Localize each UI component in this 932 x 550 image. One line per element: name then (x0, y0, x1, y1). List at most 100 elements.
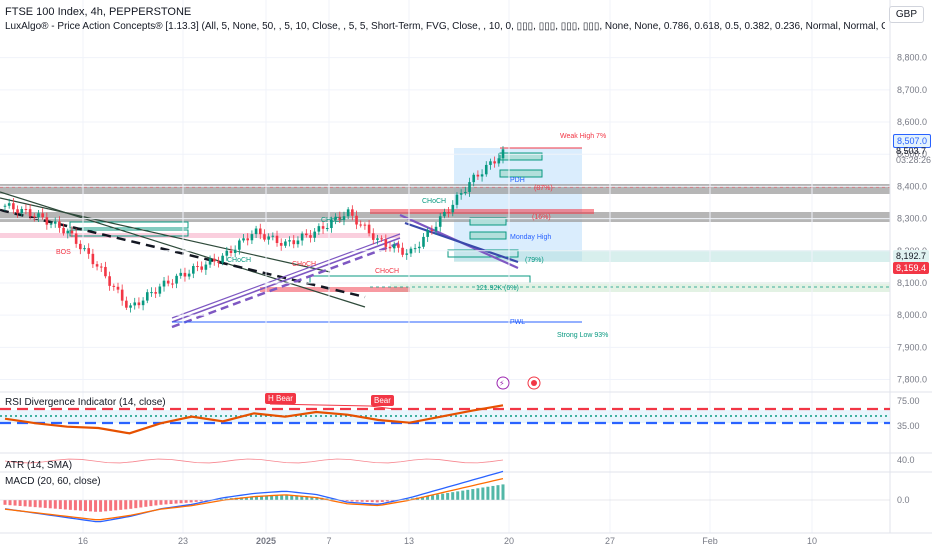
price-tag-last-high: 8,507.0 (893, 134, 932, 148)
macd-bar (270, 495, 274, 500)
rsi-tag-bear: Bear (371, 395, 394, 406)
macd-bar (461, 490, 465, 500)
macd-bar (501, 484, 505, 500)
macd-bar (295, 495, 299, 500)
candle-body (183, 272, 187, 277)
macd-bar (421, 496, 425, 500)
time-tick-label: 7 (326, 536, 331, 546)
rising-channel-3 (171, 233, 401, 319)
candle-body (221, 255, 224, 263)
macd-bar (244, 496, 248, 500)
currency-selector[interactable]: GBP (888, 6, 924, 23)
macd-bar (481, 487, 485, 500)
macd-bar (456, 491, 460, 500)
candle-body (493, 161, 496, 164)
ob-green-2 (69, 229, 189, 237)
macd-bar (68, 500, 72, 510)
candle-body (434, 226, 438, 231)
strong-low-label: Strong Low 93% (557, 332, 608, 339)
candle-body (392, 244, 396, 249)
indicator-settings[interactable]: LuxAlgo® - Price Action Concepts® [1.13.… (5, 21, 885, 32)
candle-body (371, 233, 375, 240)
candle-body (451, 204, 455, 213)
rsi-pane-label[interactable]: RSI Divergence Indicator (14, close) (5, 397, 166, 408)
candle-body (154, 292, 157, 294)
price-tick-label: 8,000.0 (897, 310, 927, 320)
ob-green-7 (469, 231, 507, 240)
supply-zone-lower (0, 212, 890, 222)
macd-bar (305, 496, 309, 500)
macd-bar (360, 500, 364, 502)
ob-green-3 (309, 275, 531, 284)
macd-bar (345, 500, 349, 502)
macd-bar (23, 500, 27, 507)
candle-body (192, 266, 195, 274)
candle-body (3, 205, 7, 207)
macd-bar (63, 500, 67, 510)
volume-label-3: (79%) (525, 257, 544, 264)
candle-body (16, 209, 19, 214)
macd-bar (124, 500, 128, 510)
candle-body (405, 253, 409, 255)
atr-pane-label[interactable]: ATR (14, SMA) (5, 460, 73, 471)
macd-bar (8, 500, 12, 506)
candle-body (83, 248, 86, 250)
candle-body (388, 246, 392, 249)
candle-body (108, 276, 111, 286)
candle-body (317, 226, 321, 232)
candle-body (24, 209, 28, 211)
candle-body (242, 238, 245, 241)
macd-bar (3, 500, 7, 505)
macd-bar (94, 500, 98, 512)
svg-text:⚡: ⚡ (499, 379, 505, 388)
candle-body (468, 182, 471, 192)
candle-body (137, 302, 141, 306)
structure-zones (0, 148, 890, 292)
macd-bar (491, 485, 495, 500)
order-block-red (0, 233, 400, 238)
indicator-icons[interactable]: ⚡ (496, 376, 541, 390)
trend-channels (0, 147, 890, 329)
macd-bar (73, 500, 77, 511)
macd-bar (169, 500, 173, 504)
macd-bar (390, 500, 394, 501)
candle-body (284, 241, 287, 246)
candle-body (166, 280, 170, 284)
candle-body (217, 261, 220, 263)
macd-bar (109, 500, 113, 511)
candle-body (238, 240, 241, 250)
macd-bar (119, 500, 123, 510)
macd-pane-label[interactable]: MACD (20, 60, close) (5, 476, 101, 487)
candle-body (74, 233, 78, 244)
indicator-tick-label: 75.00 (897, 396, 920, 406)
candle-body (497, 158, 501, 164)
candle-body (133, 302, 137, 306)
candle-body (175, 275, 178, 284)
candle-body (300, 233, 304, 241)
macd-bar (451, 492, 455, 500)
macd-bar (476, 488, 480, 500)
macd-bar (350, 500, 354, 502)
candle-body (99, 266, 103, 268)
demand-zone (454, 250, 890, 262)
macd-bar (255, 496, 259, 500)
macd-bar (83, 500, 87, 512)
macd-bar (159, 500, 163, 505)
macd-line (4, 470, 504, 523)
macd-bar (48, 500, 52, 509)
macd-bar (441, 493, 445, 500)
macd-signal-line (4, 477, 504, 521)
candle-body (401, 247, 404, 255)
macd-bar (18, 500, 22, 506)
candle-body (438, 216, 442, 227)
candle-body (271, 235, 275, 237)
candle-body (296, 240, 300, 245)
macd-bar (446, 492, 450, 500)
candle-body (279, 243, 283, 246)
macd-bar (134, 500, 138, 509)
time-tick-label: 16 (78, 536, 88, 546)
price-tag-countdown: 03:28:26 (896, 155, 932, 165)
candle-body (418, 246, 421, 249)
pdh-label: PDH (510, 177, 525, 184)
